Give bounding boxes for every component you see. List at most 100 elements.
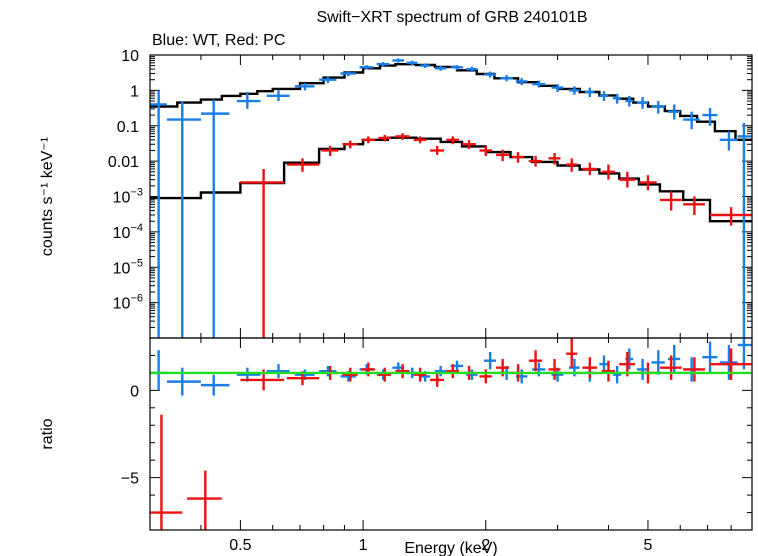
ratio-point-wt <box>200 374 230 396</box>
data-point-pc <box>496 149 509 162</box>
ratio-point-pc <box>566 338 578 368</box>
y-tick-mantissa: 10 <box>113 296 131 313</box>
x-tick-label: 2 <box>481 537 490 554</box>
data-point-pc <box>659 191 682 211</box>
ratio-point-pc <box>683 357 705 382</box>
y-tick-mantissa: 10 <box>121 48 139 65</box>
ratio-point-wt <box>150 350 167 391</box>
data-point-wt <box>420 63 431 68</box>
y-tick-mantissa: 10 <box>113 260 131 277</box>
data-point-wt <box>340 71 356 77</box>
data-point-pc <box>361 136 376 144</box>
data-point-pc <box>619 171 636 188</box>
ratio-point-pc <box>378 367 391 382</box>
y-tick-exponent: −5 <box>130 257 143 269</box>
spectrum-plot-frame <box>149 54 753 339</box>
ratio-point-pc <box>528 350 543 372</box>
data-point-pc <box>683 196 705 215</box>
ratio-point-pc <box>601 360 615 382</box>
y-tick-exponent: −3 <box>130 187 143 199</box>
y-tick-label: −5 <box>121 471 139 488</box>
data-point-pc <box>548 152 561 165</box>
data-point-pc <box>378 134 391 142</box>
data-point-wt <box>625 95 634 107</box>
data-point-wt <box>434 65 447 71</box>
data-point-wt <box>500 75 513 82</box>
ratio-point-pc <box>395 364 410 379</box>
data-point-pc <box>462 140 476 150</box>
data-point-pc <box>566 158 578 172</box>
data-point-wt <box>450 65 464 70</box>
y-tick-label: 0.01 <box>108 154 139 171</box>
ratio-panel: 0 −5 0.5 1 2 5 Energy (keV) ratio <box>39 337 753 556</box>
ratio-point-pc <box>342 367 358 382</box>
data-point-pc <box>430 145 445 155</box>
ratio-point-pc <box>430 372 445 387</box>
data-point-wt <box>637 96 648 109</box>
x-tick-label: 1 <box>359 537 368 554</box>
y-tick-label: 10−3 <box>113 187 143 207</box>
data-point-pc <box>240 168 285 338</box>
data-point-wt <box>266 90 290 102</box>
data-point-wt <box>200 99 230 338</box>
y-tick-label: 0.1 <box>117 119 139 136</box>
data-point-pc <box>638 175 657 191</box>
y-tick-mantissa: 10 <box>113 225 131 242</box>
data-point-wt <box>683 111 700 130</box>
data-point-wt <box>376 62 390 67</box>
ratio-point-pc <box>446 364 460 379</box>
chart-title: Swift−XRT spectrum of GRB 240101B <box>316 9 587 26</box>
y-tick-mantissa: 0.1 <box>117 119 139 136</box>
data-point-wt <box>651 101 665 114</box>
model-line-pc <box>150 136 752 223</box>
ratio-point-pc <box>361 362 376 377</box>
ratio-point-wt <box>637 358 648 380</box>
ratio-point-pc <box>582 357 598 379</box>
data-point-pc <box>286 158 320 172</box>
ratio-point-wt <box>612 365 622 384</box>
data-point-wt <box>150 90 167 338</box>
ratio-axis-label: ratio <box>39 418 56 449</box>
data-point-pc <box>395 133 410 140</box>
chart-subtitle: Blue: WT, Red: PC <box>152 32 285 49</box>
ratio-point-wt <box>651 350 665 375</box>
x-tick-label: 5 <box>644 537 653 554</box>
data-point-wt <box>668 104 681 120</box>
data-point-wt <box>719 131 738 151</box>
data-point-wt <box>737 122 752 338</box>
data-point-wt <box>515 78 528 86</box>
data-point-pc <box>582 162 598 176</box>
data-point-pc <box>710 207 752 226</box>
data-point-pc <box>528 155 543 167</box>
data-point-pc <box>342 140 358 149</box>
y-tick-label: 1 <box>130 83 139 100</box>
ratio-point-pc <box>710 348 752 380</box>
data-point-wt <box>294 83 315 91</box>
ratio-point-pc <box>413 367 427 382</box>
ratio-point-wt <box>266 364 290 379</box>
y-tick-mantissa: 10 <box>113 190 131 207</box>
ratio-point-wt <box>484 351 497 370</box>
data-point-wt <box>584 87 595 97</box>
x-tick-label: 0.5 <box>229 537 251 554</box>
ratio-point-wt <box>719 344 738 380</box>
data-point-wt <box>599 91 609 102</box>
data-point-wt <box>392 58 405 63</box>
data-point-pc <box>479 145 492 156</box>
y-tick-exponent: −4 <box>130 222 143 234</box>
ratio-point-wt <box>532 362 546 377</box>
data-point-wt <box>551 84 564 92</box>
data-point-wt <box>166 101 201 338</box>
y-tick-exponent: −6 <box>130 293 143 305</box>
data-point-wt <box>568 86 580 95</box>
y-tick-label: 0 <box>130 383 139 400</box>
y-tick-label: 10−6 <box>113 293 143 313</box>
data-point-wt <box>406 60 418 66</box>
ratio-point-pc <box>548 358 561 380</box>
x-axis-label: Energy (keV) <box>404 540 497 556</box>
ratio-point-pc <box>659 355 682 380</box>
data-point-wt <box>532 80 546 88</box>
data-point-wt <box>484 71 497 78</box>
